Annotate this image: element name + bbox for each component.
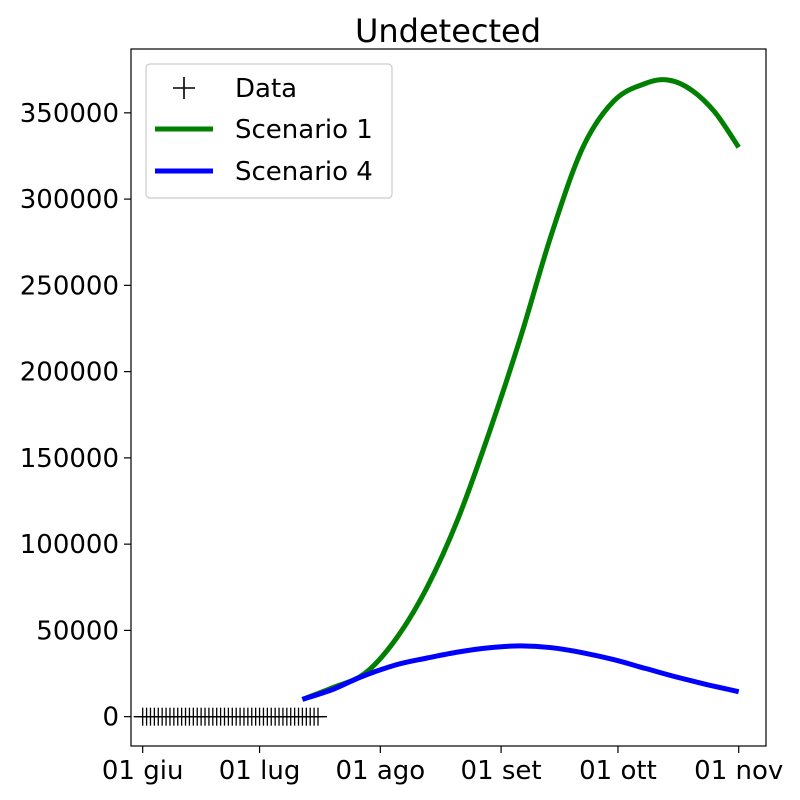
plot-area	[133, 77, 741, 726]
x-tick-label: 01 nov	[694, 756, 783, 786]
x-tick-label: 01 ott	[579, 756, 657, 786]
y-axis: 0 50000 100000 150000 200000 250000 300000 3500…	[20, 99, 131, 733]
y-tick-label: 200000	[20, 358, 119, 388]
plot-frame	[130, 48, 767, 747]
legend-label-data: Data	[235, 74, 297, 104]
legend-label-scenario-1: Scenario 1	[235, 115, 373, 145]
x-tick-label: 01 giu	[102, 756, 184, 786]
y-tick-label: 250000	[20, 271, 119, 301]
x-tick-label: 01 ago	[335, 756, 425, 786]
data-point	[308, 707, 327, 726]
y-tick-label: 0	[102, 703, 119, 733]
legend-label-scenario-4: Scenario 4	[235, 157, 373, 187]
legend-marker-data	[173, 77, 195, 99]
series-markers-data	[133, 707, 327, 726]
y-tick-label: 350000	[20, 99, 119, 129]
x-tick-label: 01 set	[461, 756, 542, 786]
y-tick-label: 100000	[20, 530, 119, 560]
legend-box	[145, 63, 393, 199]
chart-title: Undetected	[355, 12, 541, 50]
x-axis: 01 giu 01 lug 01 ago 01 set 01 ott 01 nov	[102, 746, 783, 786]
x-tick-label: 01 lug	[219, 756, 301, 786]
y-tick-label: 50000	[36, 616, 119, 646]
series-line-scenario-4	[301, 643, 740, 702]
legend: Data Scenario 1 Scenario 4	[145, 63, 393, 199]
y-tick-label: 300000	[20, 185, 119, 215]
y-tick-label: 150000	[20, 444, 119, 474]
series-line-scenario-1	[301, 77, 741, 702]
